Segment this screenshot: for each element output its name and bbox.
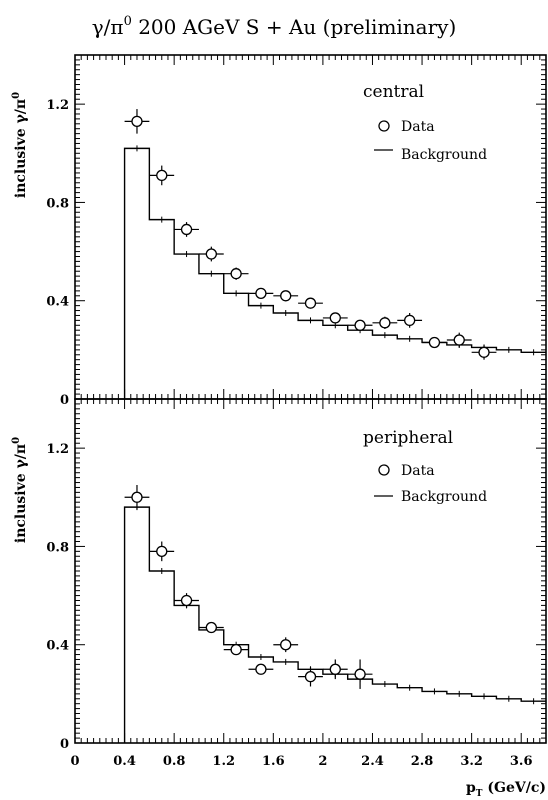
central-legend-data-label: Data bbox=[401, 119, 435, 135]
peripheral-x-tick-label: 0 bbox=[70, 754, 79, 769]
peripheral-x-tick-label: 1.2 bbox=[212, 754, 235, 769]
peripheral-panel-label: peripheral bbox=[363, 428, 453, 448]
central-legend-data-marker bbox=[378, 120, 390, 132]
central-y-tick-label: 0.8 bbox=[46, 196, 69, 211]
central-panel-label: central bbox=[363, 82, 424, 102]
peripheral-legend: Data Background bbox=[374, 463, 487, 505]
peripheral-x-tick-label: 0.8 bbox=[163, 754, 186, 769]
peripheral-data-point bbox=[230, 643, 242, 656]
peripheral-y-tick-label: 1.2 bbox=[46, 442, 69, 457]
central-legend-background-label: Background bbox=[401, 147, 487, 163]
x-axis-label: pT (GeV/c) bbox=[466, 780, 546, 799]
peripheral-data-point bbox=[255, 663, 267, 675]
peripheral-legend-background-label: Background bbox=[401, 489, 487, 505]
peripheral-data-point bbox=[156, 545, 168, 557]
central-data-point bbox=[280, 290, 292, 302]
peripheral-ylabel: inclusive γ/π0 bbox=[11, 437, 29, 543]
peripheral-x-tick-label: 1.6 bbox=[262, 754, 285, 769]
peripheral-background-step-line bbox=[123, 506, 546, 743]
peripheral-data-point bbox=[329, 663, 341, 675]
peripheral-data-point bbox=[304, 671, 317, 683]
title-prefix: γ/π bbox=[92, 15, 124, 39]
peripheral-data-point bbox=[280, 639, 292, 651]
central-data-point bbox=[255, 287, 267, 299]
peripheral-panel: 0 0.4 0.8 1.2 0 0.4 0.8 1.2 1.6 2 2.4 2.8 3.2 3.6 bbox=[46, 398, 547, 769]
central-data-point bbox=[205, 248, 217, 260]
peripheral-x-tick-label: 3.2 bbox=[460, 754, 483, 769]
chart-title: γ/π0 200 AGeV S + Au (preliminary) bbox=[92, 14, 457, 39]
central-data-point bbox=[156, 169, 168, 182]
peripheral-y-tick-label: 0 bbox=[60, 737, 69, 752]
peripheral-x-tick-label: 0.4 bbox=[113, 754, 136, 769]
peripheral-data-point bbox=[180, 594, 193, 607]
central-data-point bbox=[180, 223, 193, 236]
central-data-point bbox=[354, 319, 366, 331]
peripheral-y-tick-label: 0.8 bbox=[46, 540, 69, 555]
central-y-tick-label: 0 bbox=[60, 393, 69, 408]
central-data-point bbox=[379, 317, 391, 329]
central-y-tick-label: 0.4 bbox=[46, 295, 69, 310]
central-panel: 0 0.4 0.8 1.2 bbox=[46, 54, 547, 408]
title-suffix: 200 AGeV S + Au (preliminary) bbox=[132, 15, 456, 39]
central-data-point bbox=[428, 336, 441, 349]
central-data-point bbox=[304, 297, 317, 309]
central-data-point bbox=[478, 346, 490, 358]
central-data-point bbox=[131, 115, 143, 127]
central-data-point bbox=[453, 334, 465, 346]
peripheral-legend-data-marker bbox=[378, 464, 390, 476]
peripheral-y-tick-label: 0.4 bbox=[46, 639, 69, 654]
peripheral-plot-frame bbox=[74, 398, 547, 744]
central-y-tick-label: 1.2 bbox=[46, 98, 69, 113]
peripheral-x-tick-label: 3.6 bbox=[510, 754, 533, 769]
peripheral-data-point bbox=[131, 491, 143, 503]
peripheral-x-tick-label: 2.8 bbox=[411, 754, 434, 769]
central-ylabel: inclusive γ/π0 bbox=[11, 92, 29, 198]
central-data-point bbox=[404, 314, 416, 327]
central-data-point bbox=[329, 312, 341, 324]
peripheral-x-tick-label: 2 bbox=[318, 754, 327, 769]
central-data-point bbox=[230, 268, 242, 280]
peripheral-data-point bbox=[354, 668, 366, 680]
title-superscript: 0 bbox=[124, 14, 132, 29]
central-background-step-line bbox=[123, 147, 546, 399]
central-legend: Data Background bbox=[374, 119, 487, 163]
peripheral-data-point bbox=[205, 621, 217, 634]
peripheral-x-tick-label: 2.4 bbox=[361, 754, 384, 769]
peripheral-legend-data-label: Data bbox=[401, 463, 435, 479]
